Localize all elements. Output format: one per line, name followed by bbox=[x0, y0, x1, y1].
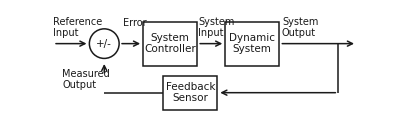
Text: System
Input: System Input bbox=[198, 17, 234, 38]
Text: Measured
Output: Measured Output bbox=[62, 69, 110, 90]
Text: Feedback
Sensor: Feedback Sensor bbox=[166, 82, 215, 103]
Text: System
Output: System Output bbox=[282, 17, 318, 38]
Text: Error: Error bbox=[123, 18, 146, 28]
Text: Reference
Input: Reference Input bbox=[53, 17, 102, 38]
Ellipse shape bbox=[89, 29, 119, 58]
Text: +/-: +/- bbox=[96, 39, 112, 49]
Text: System
Controller: System Controller bbox=[144, 33, 196, 54]
Bar bbox=[143, 22, 197, 66]
Bar bbox=[163, 76, 218, 110]
Bar bbox=[225, 22, 279, 66]
Text: Dynamic
System: Dynamic System bbox=[229, 33, 275, 54]
